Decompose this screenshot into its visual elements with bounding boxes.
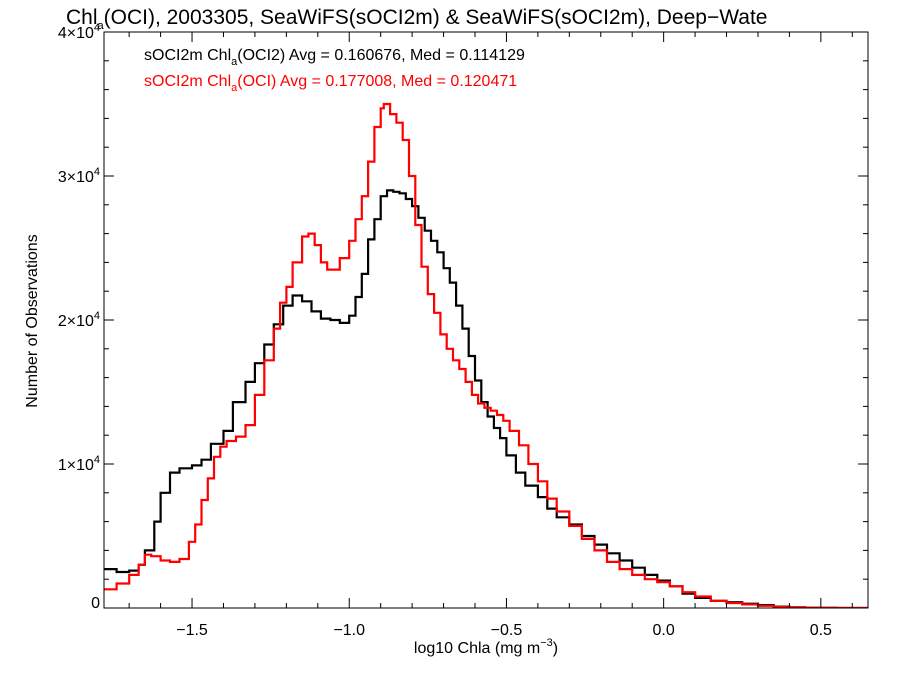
x-tick-label: −1.5: [176, 622, 208, 639]
x-tick-label: −1.0: [333, 622, 365, 639]
y-axis-label: Number of Observations: [24, 234, 41, 407]
x-tick-label: 0.0: [653, 622, 675, 639]
chart-title: Chla(OCI), 2003305, SeaWiFS(sOCI2m) & Se…: [66, 6, 767, 32]
y-tick-label: 2×104: [58, 310, 100, 330]
x-axis-label-text: log10 Chla (mg m−3): [414, 637, 558, 657]
y-tick-label: 1×104: [58, 454, 100, 474]
plot-frame: [103, 31, 869, 609]
title-text: Chla(OCI), 2003305, SeaWiFS(sOCI2m) & Se…: [66, 6, 767, 32]
legend: sOCI2m Chla(OCI2) Avg = 0.160676, Med = …: [144, 47, 525, 94]
x-axis-label: log10 Chla (mg m−3): [414, 637, 558, 657]
x-axis: −1.5 −1.0 −0.5 0.0 0.5: [128, 32, 853, 639]
series-line-2: [104, 102, 868, 608]
y-axis: 0 1×104 2×104 3×104 4×104: [58, 22, 868, 612]
y-tick-label: 4×104: [58, 22, 100, 42]
y-tick-label: 3×104: [58, 166, 100, 186]
series-lines: [104, 102, 868, 608]
x-tick-label: −0.5: [491, 622, 523, 639]
series-line-1: [104, 189, 868, 608]
y-axis-label-text: Number of Observations: [24, 234, 41, 407]
y-tick-label: 0: [91, 595, 100, 612]
x-tick-label: 0.5: [810, 622, 832, 639]
legend-entry-1: sOCI2m Chla(OCI2) Avg = 0.160676, Med = …: [144, 47, 525, 68]
legend-entry-2: sOCI2m Chla(OCI) Avg = 0.177008, Med = 0…: [144, 73, 517, 94]
